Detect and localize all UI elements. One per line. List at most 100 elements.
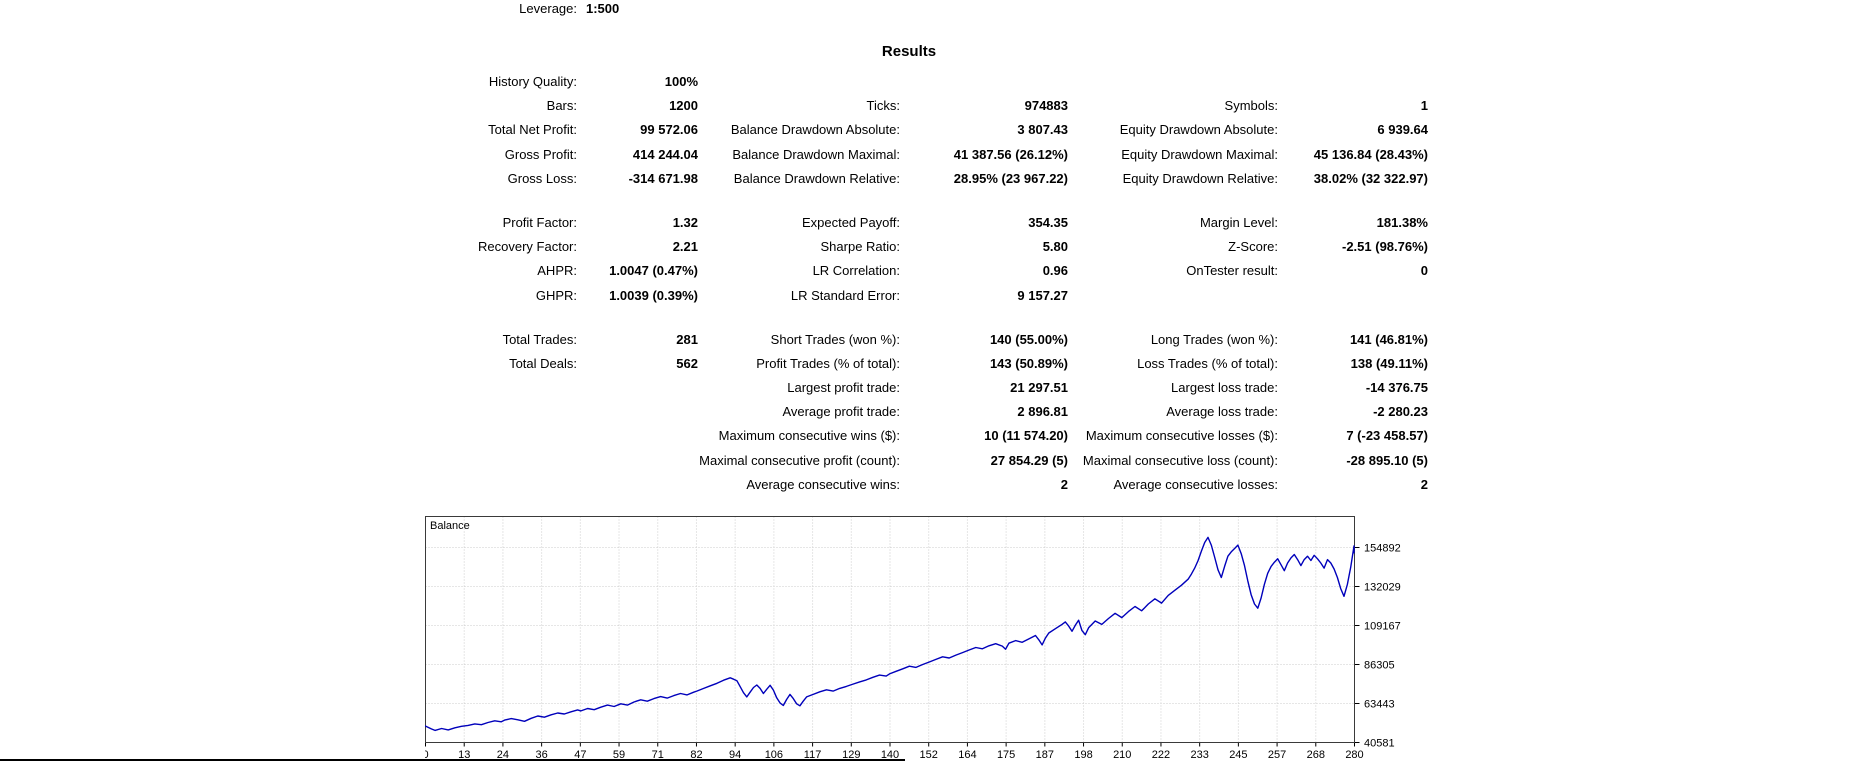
balance-line-series [424,536,1355,732]
x-axis-label: 106 [765,749,783,761]
x-axis-label: 24 [497,749,509,761]
stat-label: AHPR: [537,263,577,279]
stat-label: Largest profit trade: [787,380,900,396]
stat-label: Total Deals: [509,355,577,371]
stat-label: Short Trades (won %): [770,331,900,347]
stats-table: History Quality: 100% Bars: 1200 Ticks: 97488… [0,70,1428,497]
x-axis-label: 117 [804,749,822,761]
stat-label: Margin Level: [1199,214,1278,230]
stat-value: -14 376.75 [1365,380,1428,396]
stat-label [0,424,577,448]
stat-value [577,376,698,400]
stat-label: Equity Drawdown Maximal: [1121,146,1278,162]
stat-value: 6 939.64 [1377,122,1428,138]
y-axis-label: 63443 [1364,699,1395,711]
stat-value: 1.0047 (0.47%) [609,263,698,279]
stat-label: Maximum consecutive wins ($): [718,428,900,444]
stat-label: Average consecutive wins: [746,476,900,492]
stat-value: 2 896.81 [1017,404,1068,420]
stat-label: Balance Drawdown Relative: [733,170,900,186]
stats-row: AHPR: 1.0047 (0.47%) LR Correlation: 0.96 On… [0,259,1428,283]
stat-value: 2 [1060,476,1068,492]
stats-row: Profit Factor: 1.32 Expected Payoff: 354.35… [0,211,1428,235]
stat-label: Average profit trade: [782,404,900,420]
stat-value: -28 895.10 (5) [1346,452,1428,468]
stat-value: 140 (55.00%) [989,331,1068,347]
stat-value: 0 [1420,263,1428,279]
leverage-label: Leverage: [519,1,577,16]
stat-label: GHPR: [535,287,577,303]
stat-label: Loss Trades (% of total): [1137,355,1278,371]
stat-label: Balance Drawdown Maximal: [732,146,900,162]
stat-value [577,473,698,497]
stat-value: -2 280.23 [1373,404,1428,420]
stat-label: Sharpe Ratio: [820,239,901,255]
stat-value: 99 572.06 [640,122,698,138]
y-axis-label: 40581 [1364,738,1395,750]
stat-label [0,449,577,473]
stat-label [1068,70,1278,94]
chart-title: Balance [430,520,470,532]
stat-value: 5.80 [1042,239,1068,255]
x-axis-label: 164 [958,749,976,761]
stat-label [0,473,577,497]
stat-value: 27 854.29 (5) [990,452,1068,468]
stat-value: 2.21 [672,239,698,255]
stat-value: 181.38% [1376,214,1428,230]
stats-group: Profit Factor: 1.32 Expected Payoff: 354.35… [0,211,1428,308]
stat-label: Z-Score: [1228,239,1278,255]
stats-row: GHPR: 1.0039 (0.39%) LR Standard Error: 9 1… [0,284,1428,308]
stats-row: Gross Profit: 414 244.04 Balance Drawdown … [0,143,1428,167]
stats-row: Average profit trade: 2 896.81 Average los… [0,400,1428,424]
stat-value: 21 297.51 [1010,380,1068,396]
y-axis-label: 154892 [1364,543,1401,555]
x-axis-label: 152 [920,749,938,761]
stat-label: Ticks: [866,98,900,114]
stat-value: 414 244.04 [632,146,698,162]
x-axis-label: 47 [574,749,586,761]
stat-label: Symbols: [1224,98,1278,114]
x-axis-label: 71 [652,749,664,761]
stat-label [0,376,577,400]
stat-label: OnTester result: [1186,263,1278,279]
stat-value: 3 807.43 [1017,122,1068,138]
x-axis-label: 82 [690,749,702,761]
stat-value [577,424,698,448]
stat-value: 281 [676,331,698,347]
stat-label: Expected Payoff: [801,214,900,230]
x-axis-label: 175 [997,749,1015,761]
stat-value: 38.02% (32 322.97) [1313,170,1428,186]
stat-value: 9 157.27 [1017,287,1068,303]
stat-value: -2.51 (98.76%) [1342,239,1428,255]
stats-row: Total Deals: 562 Profit Trades (% of total… [0,352,1428,376]
balance-chart: 154892 132029 109167 86305 63443 40581 0 13 24 36… [422,516,1435,761]
x-axis-label: 36 [536,749,548,761]
stat-value: 1.0039 (0.39%) [609,287,698,303]
stat-value: 1200 [669,98,698,114]
stat-value: 974883 [1024,98,1068,114]
stat-label [0,400,577,424]
x-axis-label: 0 [425,749,429,761]
x-axis-label: 245 [1229,749,1247,761]
stat-value [577,400,698,424]
stat-label: Equity Drawdown Absolute: [1119,122,1278,138]
x-axis-label: 198 [1074,749,1092,761]
stat-value: 7 (-23 458.57) [1346,428,1428,444]
x-axis-label: 140 [881,749,899,761]
stat-value: 562 [676,355,698,371]
stat-label [1068,284,1278,308]
stats-row: Gross Loss: -314 671.98 Balance Drawdown R… [0,167,1428,191]
x-axis-label: 210 [1113,749,1131,761]
stat-label: Balance Drawdown Absolute: [730,122,900,138]
y-axis-label: 109167 [1364,621,1401,633]
stats-row: Recovery Factor: 2.21 Sharpe Ratio: 5.80 Z-S… [0,235,1428,259]
stats-row: Largest profit trade: 21 297.51 Largest lo… [0,376,1428,400]
y-axis-label: 86305 [1364,660,1395,672]
x-axis-label: 187 [1036,749,1054,761]
stats-row: Average consecutive wins: 2 Average consec… [0,473,1428,497]
stat-label: Total Trades: [502,331,577,347]
stat-value: 354.35 [1028,214,1068,230]
stat-value [1278,284,1428,308]
stats-row: Total Net Profit: 99 572.06 Balance Drawdo… [0,118,1428,142]
stat-label: LR Correlation: [812,263,900,279]
